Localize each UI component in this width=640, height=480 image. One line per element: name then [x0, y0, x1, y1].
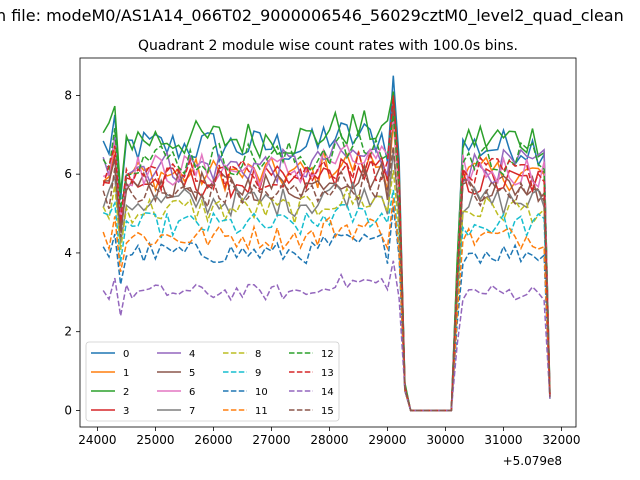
- x-tick-label: 29000: [368, 433, 406, 447]
- y-tick-label: 4: [64, 246, 72, 260]
- x-tick-label: 27000: [252, 433, 290, 447]
- y-tick-label: 0: [64, 403, 72, 417]
- legend-label-15: 15: [321, 406, 334, 417]
- legend-label-2: 2: [123, 387, 129, 398]
- legend-label-12: 12: [321, 349, 334, 360]
- x-tick-label: 30000: [426, 433, 464, 447]
- y-tick-label: 2: [64, 325, 72, 339]
- chart-title: Quadrant 2 module wise count rates with …: [138, 38, 518, 54]
- legend-label-7: 7: [189, 406, 195, 417]
- legend-label-13: 13: [321, 368, 334, 379]
- x-tick-label: 28000: [310, 433, 348, 447]
- legend-label-6: 6: [189, 387, 195, 398]
- legend-label-8: 8: [255, 349, 261, 360]
- x-tick-label: 31000: [484, 433, 522, 447]
- series-line-14: [102, 260, 551, 412]
- legend-label-9: 9: [255, 368, 261, 379]
- y-tick-label: 8: [64, 88, 72, 102]
- series-line-2: [102, 91, 551, 412]
- y-tick-label: 6: [64, 167, 72, 181]
- series-line-10: [102, 205, 551, 412]
- x-tick-label: 24000: [78, 433, 116, 447]
- legend-label-5: 5: [189, 368, 195, 379]
- legend-label-4: 4: [189, 349, 195, 360]
- x-tick-label: 25000: [136, 433, 174, 447]
- series-line-11: [102, 197, 551, 412]
- series-line-8: [102, 170, 551, 412]
- legend-label-1: 1: [123, 368, 129, 379]
- series-line-15: [102, 146, 551, 412]
- axes-frame: [79, 57, 577, 428]
- legend-label-0: 0: [123, 349, 129, 360]
- legend-box: [85, 341, 340, 422]
- figure-supertitle: n file: modeM0/AS1A14_066T02_9000006546_…: [0, 6, 624, 26]
- plot-area: 24000 25000 26000 27000 28000 29000 30000 31000…: [64, 57, 581, 447]
- series-line-7: [102, 150, 551, 412]
- legend-label-14: 14: [321, 387, 334, 398]
- legend-label-11: 11: [255, 406, 268, 417]
- series-line-13: [102, 95, 551, 412]
- x-tick-label: 32000: [542, 433, 580, 447]
- legend-label-10: 10: [255, 387, 268, 398]
- x-tick-label: 26000: [194, 433, 232, 447]
- series-line-6: [102, 118, 551, 412]
- x-offset-label: +5.079e8: [503, 454, 562, 468]
- legend-label-3: 3: [123, 406, 129, 417]
